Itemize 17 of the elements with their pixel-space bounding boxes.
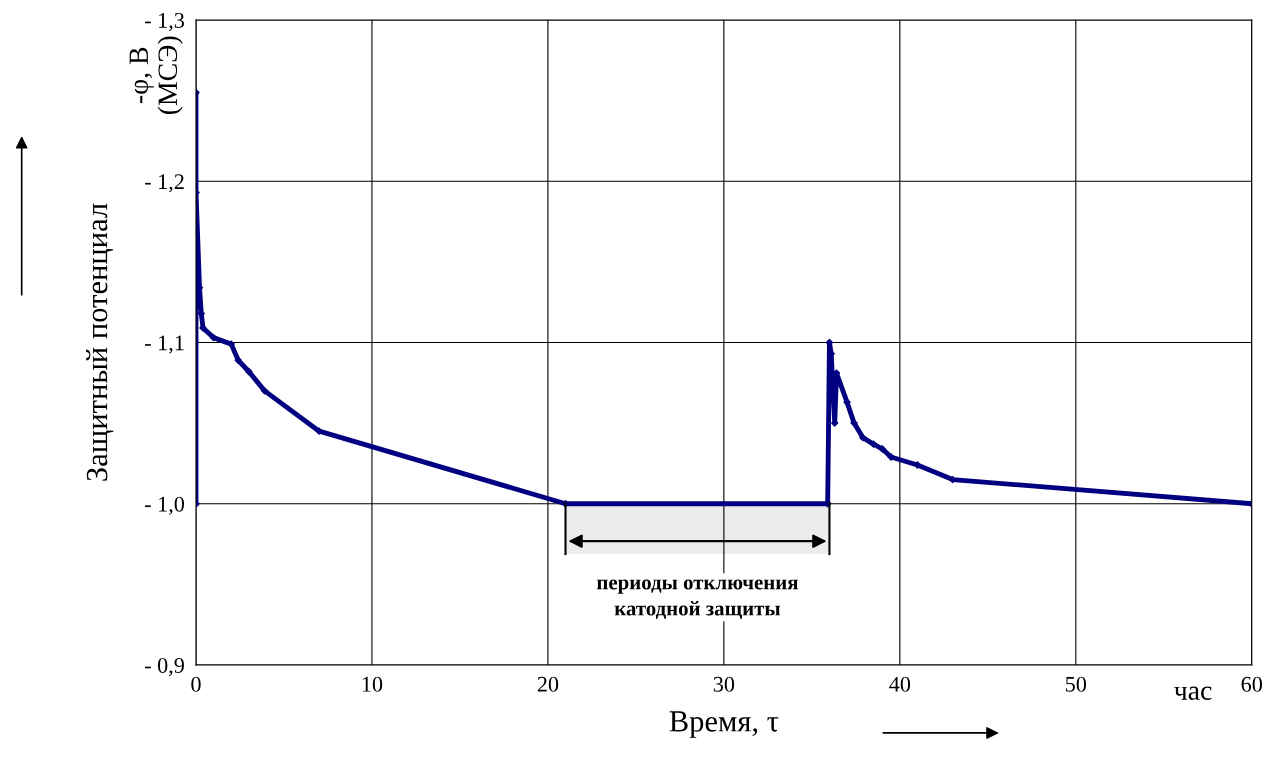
y-axis-title: Защитный потенциал: [86, 203, 114, 481]
text: час: [1174, 686, 1212, 700]
x-tick-label: 30: [713, 676, 735, 692]
y-tick-label: - 1,1: [144, 335, 184, 354]
band-label: периоды отключения катодной защиты: [596, 579, 798, 619]
x-tick-label: 40: [889, 676, 911, 692]
y-tick-label: - 1,3: [144, 12, 185, 32]
y-tick-label: - 1,0: [144, 496, 185, 515]
x-tick-label: 60: [1241, 676, 1263, 692]
x-tick-label: 20: [537, 676, 559, 692]
y-tick-label: - 0,9: [144, 657, 184, 677]
y-tick-label: - 1,2: [144, 174, 184, 193]
text: -φ, В (МСЭ): [129, 36, 183, 115]
x-tick-label: 10: [362, 676, 383, 692]
x-tick-label: 50: [1065, 676, 1087, 692]
x-axis-title: Время, τ: [669, 711, 779, 738]
x-tick-label: 0: [191, 676, 201, 692]
